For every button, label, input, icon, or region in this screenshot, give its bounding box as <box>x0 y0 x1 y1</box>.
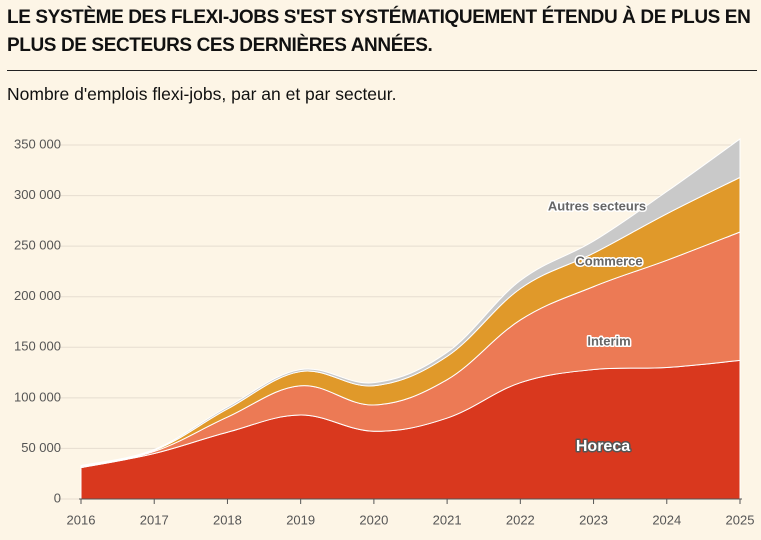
chart-title: LE SYSTÈME DES FLEXI-JOBS S'EST SYSTÉMAT… <box>7 7 751 56</box>
x-tick-label: 2021 <box>433 512 462 527</box>
x-tick-label: 2019 <box>286 512 315 527</box>
x-tick-label: 2025 <box>726 512 755 527</box>
x-tick-label: 2022 <box>506 512 535 527</box>
series-label: Commerce <box>575 253 642 268</box>
y-tick-label: 250 000 <box>14 238 61 253</box>
x-tick-label: 2020 <box>359 512 388 527</box>
x-tick-label: 2018 <box>213 512 242 527</box>
y-tick-label: 50 000 <box>21 440 61 455</box>
y-tick-label: 200 000 <box>14 288 61 303</box>
y-tick-label: 150 000 <box>14 339 61 354</box>
x-tick-label: 2017 <box>140 512 169 527</box>
x-tick-label: 2016 <box>67 512 96 527</box>
x-tick-label: 2023 <box>579 512 608 527</box>
series-label: Horeca <box>576 438 630 455</box>
y-tick-label: 100 000 <box>14 389 61 404</box>
chart-subtitle: Nombre d'emplois flexi-jobs, par an et p… <box>7 84 397 104</box>
y-tick-label: 0 <box>54 490 61 505</box>
y-tick-label: 300 000 <box>14 187 61 202</box>
area <box>80 137 741 467</box>
y-tick-label: 350 000 <box>14 136 61 151</box>
series-label: Interim <box>587 333 630 348</box>
series-label: Autres secteurs <box>548 198 646 213</box>
x-tick-label: 2024 <box>652 512 681 527</box>
title-rule <box>7 70 757 71</box>
